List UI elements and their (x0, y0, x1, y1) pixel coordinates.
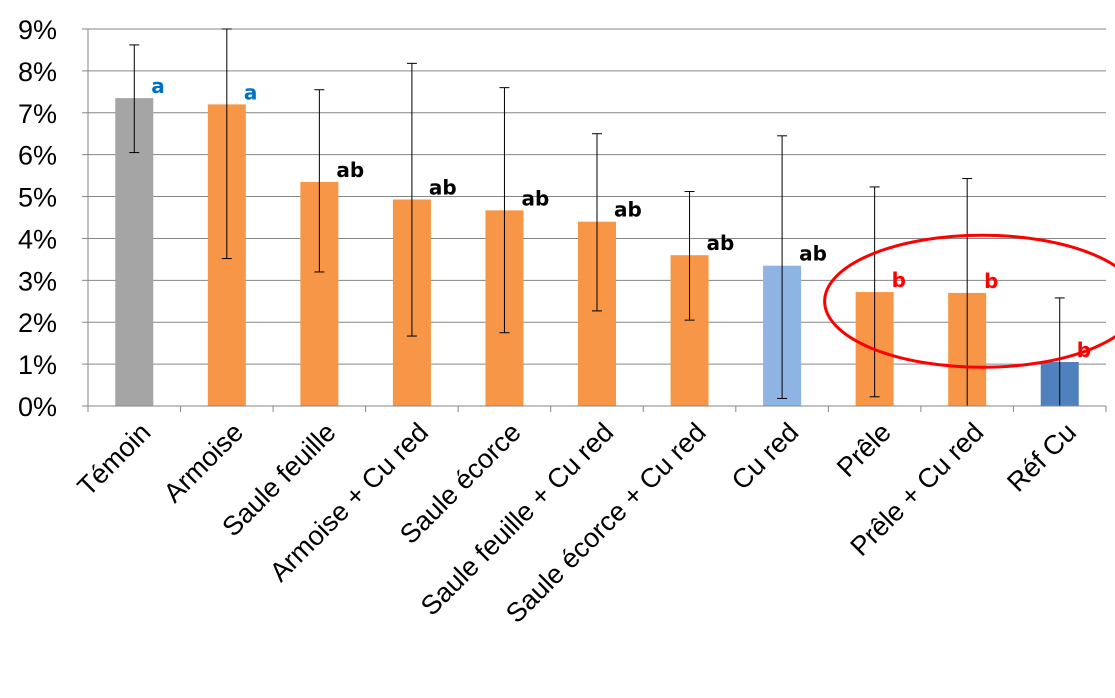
significance-label: b (892, 268, 906, 292)
x-tick-label: Armoise (158, 417, 249, 508)
significance-label: ab (614, 198, 642, 222)
y-tick-label: 9% (18, 15, 57, 45)
y-tick-label: 4% (18, 224, 57, 254)
x-tick-label: Réf Cu (1001, 417, 1082, 498)
y-tick-label: 1% (18, 350, 57, 380)
x-tick-label: Armoise + Cu red (264, 417, 434, 587)
x-tick-label: Cu red (726, 417, 805, 496)
significance-label: a (151, 74, 165, 98)
y-tick-label: 8% (18, 57, 57, 87)
y-tick-label: 6% (18, 141, 57, 171)
x-tick-label: Témoin (72, 417, 157, 502)
x-tick-label: Prêle (831, 417, 897, 483)
significance-label: ab (799, 242, 827, 266)
significance-label: ab (521, 186, 549, 210)
significance-label: a (244, 80, 258, 104)
y-tick-label: 5% (18, 183, 57, 213)
y-tick-label: 2% (18, 308, 57, 338)
axes (82, 28, 1107, 412)
significance-label: ab (336, 158, 364, 182)
significance-labels: a a ab ab ab ab ab ab b b b (151, 74, 1091, 362)
significance-label: ab (429, 175, 457, 199)
significance-label: ab (707, 231, 735, 255)
highlight-ellipse (823, 233, 1115, 369)
significance-label: b (984, 269, 998, 293)
significance-label: b (1077, 338, 1091, 362)
y-tick-label: 3% (18, 266, 57, 296)
y-tick-label: 0% (18, 392, 57, 422)
y-tick-label: 7% (18, 99, 57, 129)
annotations (823, 233, 1115, 369)
